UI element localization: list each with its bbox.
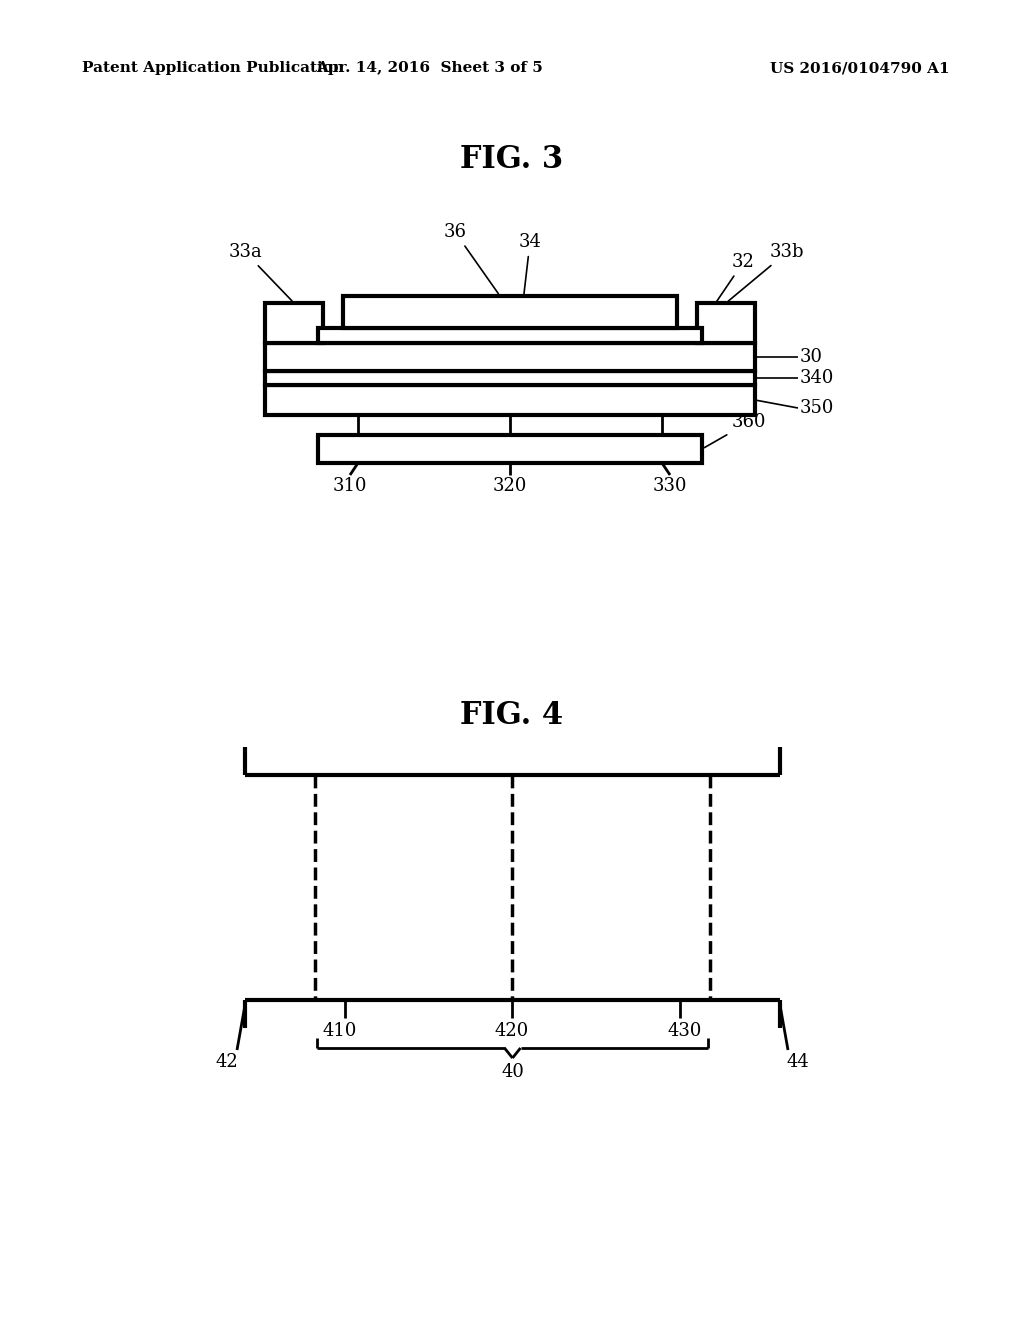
Text: FIG. 3: FIG. 3 bbox=[461, 144, 563, 176]
Text: 33b: 33b bbox=[728, 243, 805, 301]
Text: 330: 330 bbox=[652, 477, 687, 495]
Text: 420: 420 bbox=[495, 1022, 529, 1040]
Bar bbox=[318, 436, 702, 463]
Text: US 2016/0104790 A1: US 2016/0104790 A1 bbox=[770, 61, 950, 75]
Text: 44: 44 bbox=[786, 1053, 809, 1071]
Text: 36: 36 bbox=[443, 223, 499, 294]
Text: 340: 340 bbox=[800, 370, 835, 387]
Bar bbox=[318, 327, 702, 343]
Text: FIG. 4: FIG. 4 bbox=[461, 700, 563, 730]
Bar bbox=[265, 304, 323, 343]
Bar bbox=[265, 343, 755, 371]
Bar bbox=[265, 385, 755, 414]
Text: 30: 30 bbox=[800, 348, 823, 366]
Text: 350: 350 bbox=[800, 399, 835, 417]
Text: Apr. 14, 2016  Sheet 3 of 5: Apr. 14, 2016 Sheet 3 of 5 bbox=[316, 61, 544, 75]
Text: 34: 34 bbox=[518, 234, 542, 325]
Text: 42: 42 bbox=[216, 1053, 239, 1071]
Text: 410: 410 bbox=[323, 1022, 357, 1040]
Text: 320: 320 bbox=[493, 477, 527, 495]
Text: 40: 40 bbox=[501, 1063, 524, 1081]
Bar bbox=[265, 371, 755, 385]
Text: Patent Application Publication: Patent Application Publication bbox=[82, 61, 344, 75]
Text: 32: 32 bbox=[703, 253, 755, 321]
Bar bbox=[343, 296, 677, 327]
Text: 430: 430 bbox=[668, 1022, 702, 1040]
Text: 33a: 33a bbox=[228, 243, 292, 301]
Text: 360: 360 bbox=[705, 413, 767, 447]
Text: 310: 310 bbox=[333, 477, 368, 495]
Bar bbox=[697, 304, 755, 343]
